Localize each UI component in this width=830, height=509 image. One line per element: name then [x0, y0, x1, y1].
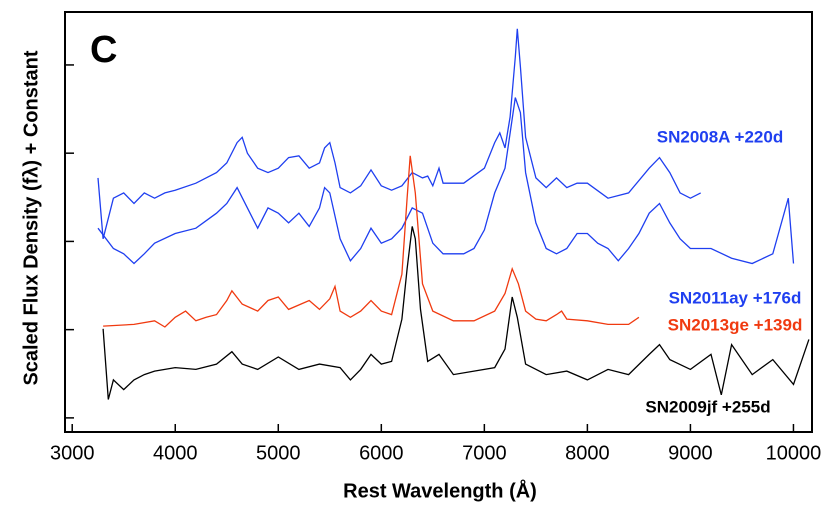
x-tick-label: 7000 — [462, 442, 507, 464]
spectrum-line — [97, 28, 701, 239]
spectrum-line — [103, 155, 640, 328]
spectrum-line — [102, 226, 810, 400]
x-axis-label: Rest Wavelength (Å) — [343, 478, 537, 502]
x-tick-label: 9000 — [668, 442, 713, 464]
panel-label: C — [90, 29, 117, 71]
series-label: SN2008A +220d — [657, 127, 783, 146]
x-tick-label: 8000 — [565, 442, 610, 464]
y-axis-label: Scaled Flux Density (fλ) + Constant — [20, 50, 42, 385]
series-label: SN2009jf +255d — [645, 397, 770, 416]
series-label: SN2011ay +176d — [669, 288, 802, 307]
x-tick-label: 3000 — [50, 442, 95, 464]
x-tick-label: 5000 — [256, 442, 301, 464]
x-tick-label: 4000 — [153, 442, 198, 464]
series-label: SN2013ge +139d — [668, 315, 803, 334]
x-tick-label: 6000 — [359, 442, 404, 464]
x-tick-label: 10000 — [766, 442, 822, 464]
plot-frame — [64, 11, 813, 433]
spectrum-line — [97, 97, 795, 265]
